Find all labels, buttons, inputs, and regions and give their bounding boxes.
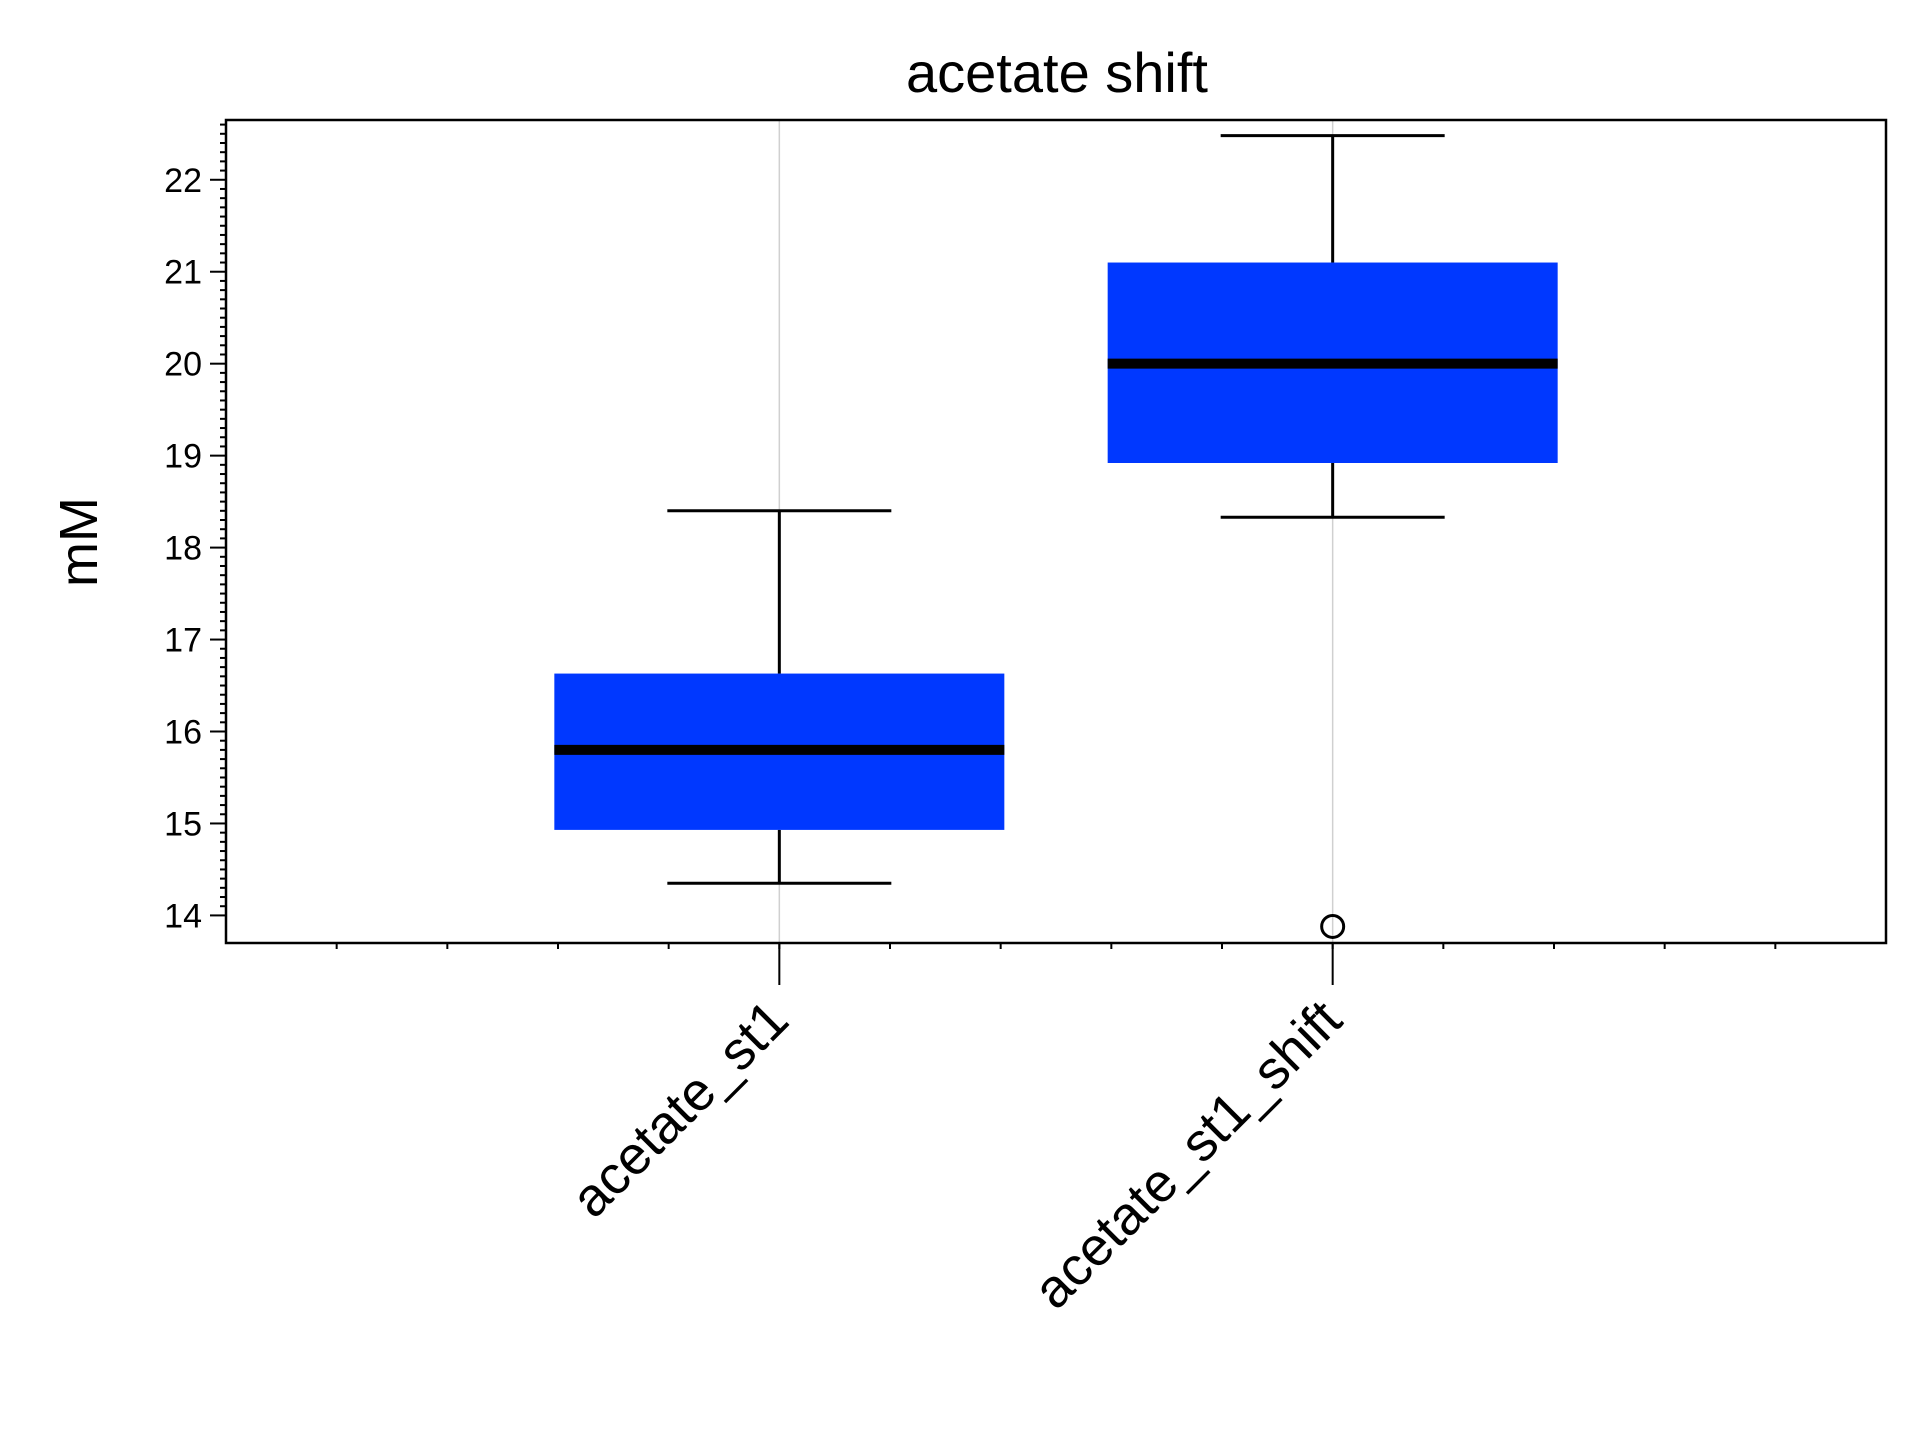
axis-layer (210, 118, 1888, 985)
y-tick-label: 20 (164, 346, 202, 384)
y-axis-label: mM (49, 497, 109, 587)
x-tick-label: acetate_st1 (560, 989, 800, 1229)
y-tick-label: 21 (164, 254, 202, 292)
outlier-point (1320, 913, 1346, 939)
y-tick-label: 15 (164, 805, 202, 843)
y-tick-label: 17 (164, 622, 202, 660)
y-tick-label: 14 (164, 897, 202, 935)
y-tick-label: 22 (164, 162, 202, 200)
plot-frame (224, 118, 1888, 945)
box-layer (554, 134, 1558, 939)
y-tick-label: 16 (164, 714, 202, 752)
chart-title: acetate shift (906, 41, 1208, 104)
y-tick-label: 19 (164, 438, 202, 476)
y-tick-label: 18 (164, 530, 202, 568)
x-tick-label: acetate_st1_shift (1022, 989, 1353, 1320)
